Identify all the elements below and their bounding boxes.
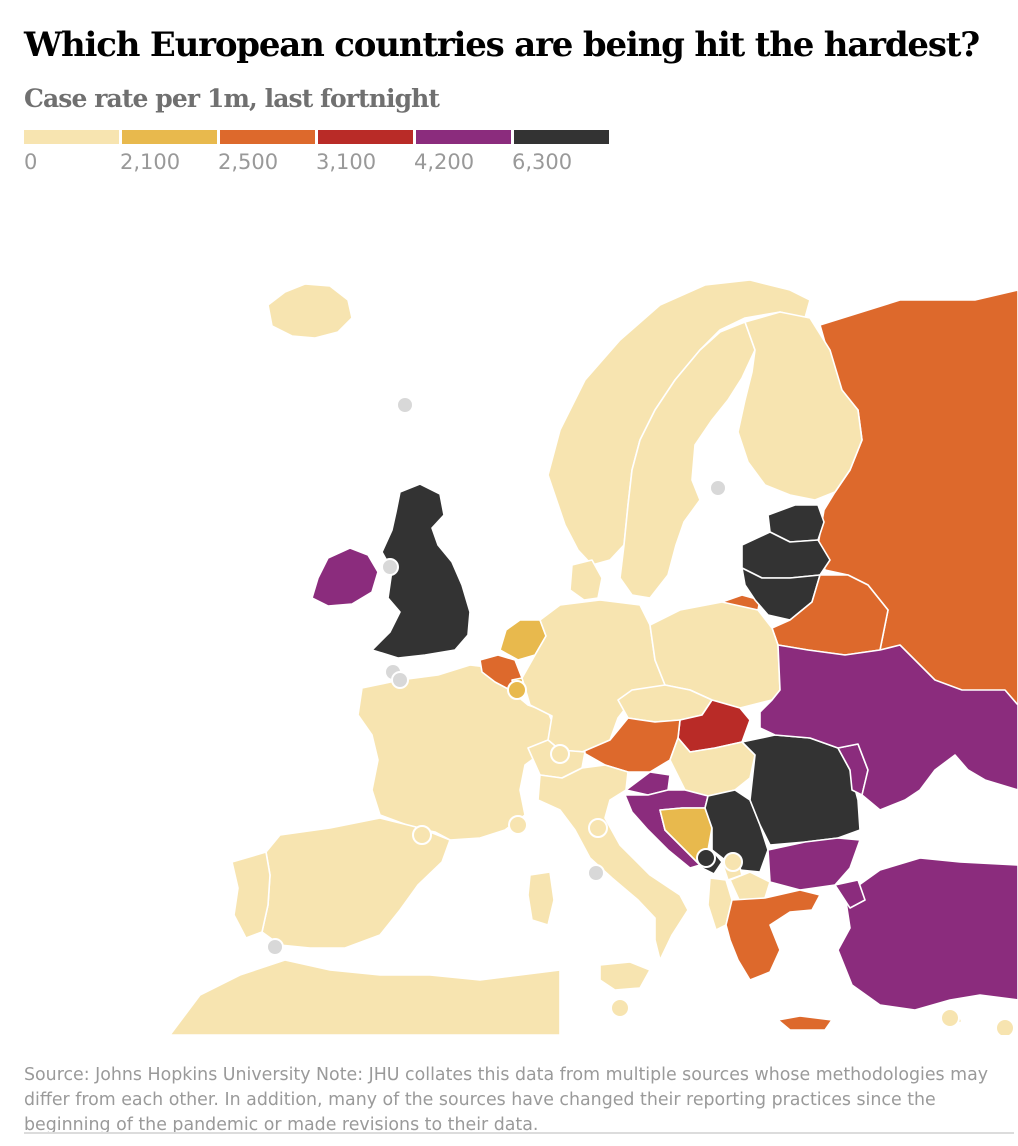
legend-swatch-5 — [514, 130, 609, 144]
country-portugal[interactable] — [231, 851, 271, 939]
legend-label-0: 0 — [24, 150, 38, 174]
marker-isle-of-man[interactable] — [381, 558, 399, 576]
marker-monaco[interactable] — [508, 815, 528, 835]
marker-gibraltar[interactable] — [266, 938, 284, 956]
marker-liechtenstein[interactable] — [550, 744, 570, 764]
country-serbia[interactable] — [704, 789, 769, 873]
legend-label-1: 2,100 — [120, 150, 181, 174]
legend-swatch-3 — [318, 130, 413, 144]
country-iceland[interactable] — [267, 283, 353, 339]
country-finland[interactable] — [737, 311, 863, 501]
legend-label-2: 2,500 — [218, 150, 279, 174]
country-greece[interactable] — [725, 889, 821, 981]
marker-vatican[interactable] — [587, 864, 605, 882]
country-ukraine[interactable] — [759, 644, 1018, 811]
legend-swatch-4 — [416, 130, 511, 144]
legend-swatch-1 — [122, 130, 217, 144]
marker-luxembourg[interactable] — [507, 680, 527, 700]
country-north-africa[interactable] — [169, 959, 561, 1035]
country-italy[interactable] — [537, 764, 689, 961]
country-sweden[interactable] — [619, 321, 756, 599]
country-sicily[interactable] — [599, 961, 651, 991]
country-bulgaria[interactable] — [767, 837, 861, 891]
legend-swatch-0 — [24, 130, 119, 144]
marker-east-1[interactable] — [995, 1018, 1015, 1035]
marker-jersey[interactable] — [391, 671, 409, 689]
country-north-macedonia[interactable] — [729, 871, 771, 903]
country-slovenia[interactable] — [625, 771, 671, 796]
country-sardinia[interactable] — [527, 871, 555, 926]
marker-faroe[interactable] — [396, 396, 414, 414]
legend-swatch-2 — [220, 130, 315, 144]
country-norway[interactable] — [547, 279, 811, 566]
marker-aland[interactable] — [709, 479, 727, 497]
country-turkey[interactable] — [837, 857, 1018, 1011]
country-ireland[interactable] — [311, 547, 379, 607]
country-turkey-thrace[interactable] — [834, 879, 866, 909]
europe-map — [0, 195, 1018, 1035]
legend-label-4: 4,200 — [414, 150, 475, 174]
bottom-rule — [24, 1132, 1014, 1134]
marker-malta[interactable] — [610, 998, 630, 1018]
marker-andorra[interactable] — [412, 825, 432, 845]
chart-title: Which European countries are being hit t… — [24, 25, 980, 65]
legend-label-5: 6,300 — [512, 150, 573, 174]
chart-subtitle: Case rate per 1m, last fortnight — [24, 84, 440, 113]
marker-san-marino[interactable] — [588, 818, 608, 838]
country-crete[interactable] — [777, 1015, 833, 1031]
map-svg — [169, 279, 1018, 1035]
marker-montenegro[interactable] — [696, 848, 716, 868]
legend-label-3: 3,100 — [316, 150, 377, 174]
marker-kosovo[interactable] — [723, 852, 743, 872]
source-note: Source: Johns Hopkins University Note: J… — [24, 1065, 989, 1136]
color-legend: 0 2,100 2,500 3,100 4,200 6,300 — [24, 130, 624, 180]
country-denmark[interactable] — [569, 559, 603, 601]
marker-cyprus[interactable] — [940, 1008, 960, 1028]
